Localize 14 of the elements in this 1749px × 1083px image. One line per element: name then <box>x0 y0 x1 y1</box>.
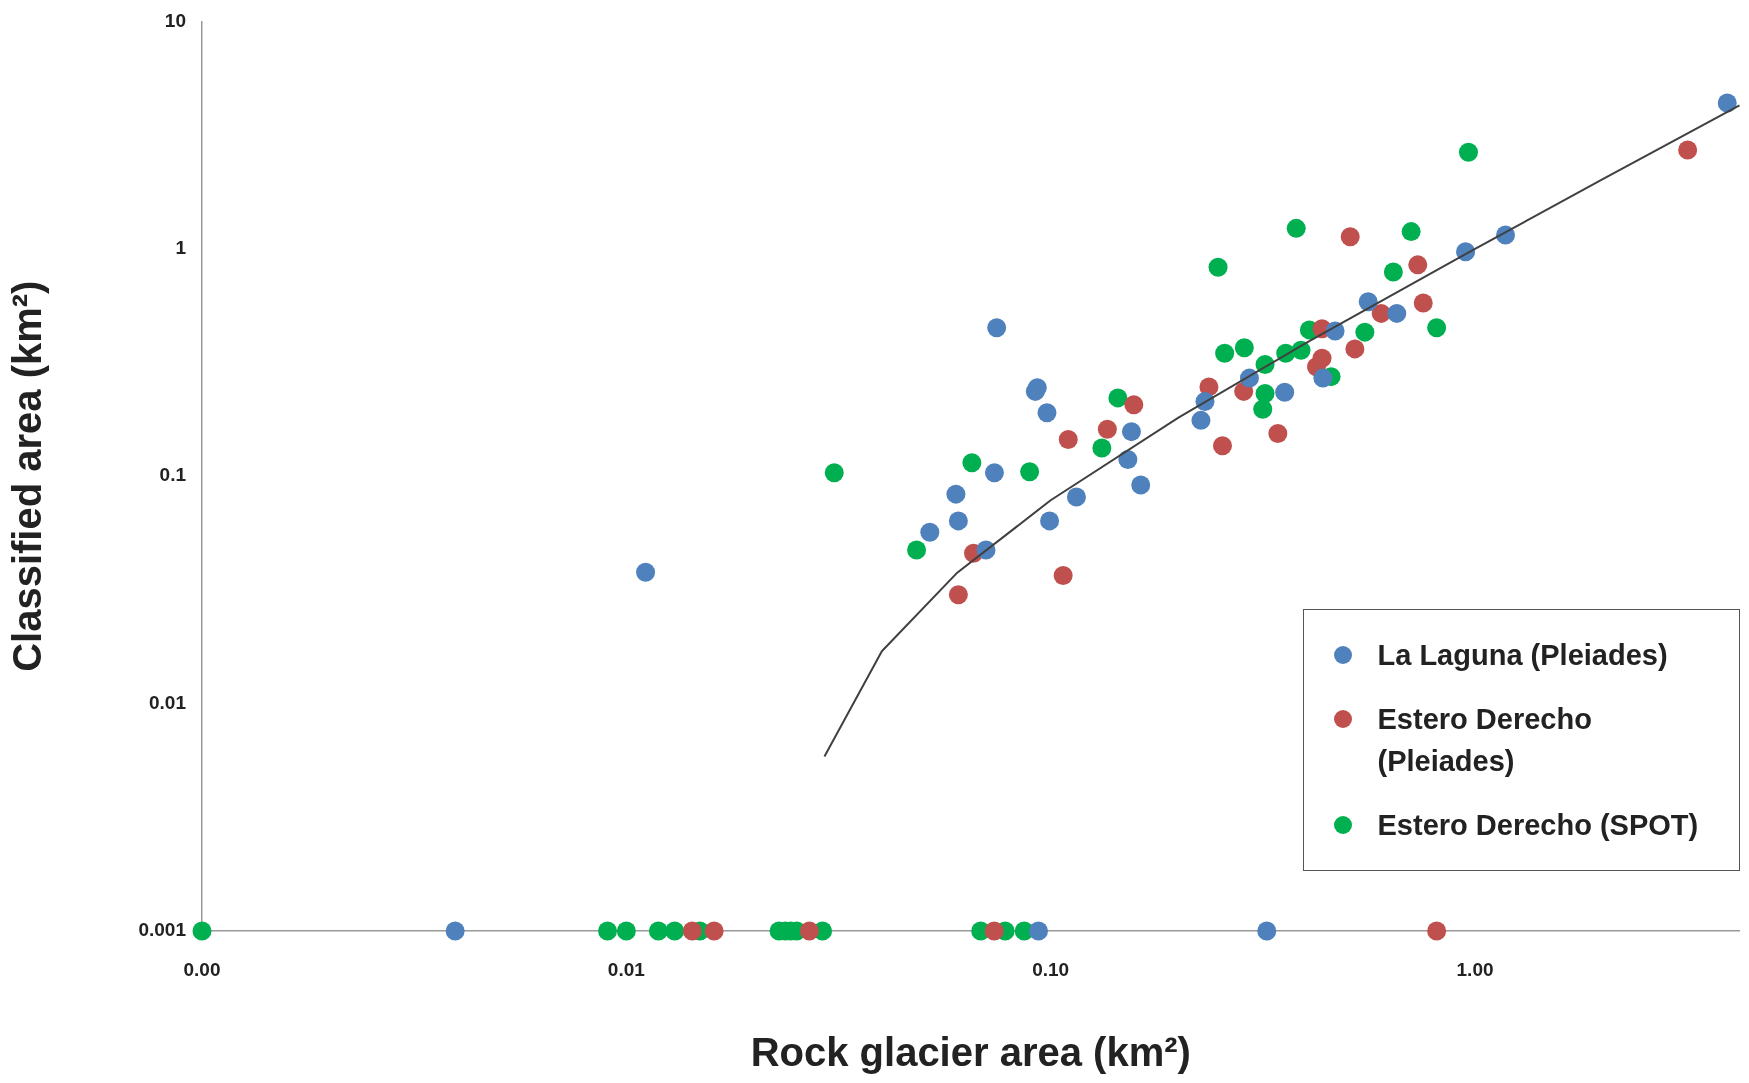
legend-label: Estero Derecho (Pleiades) <box>1377 702 1593 779</box>
y-tick-label: 0.1 <box>159 464 187 486</box>
y-tick-label: 1 <box>175 237 187 259</box>
x-tick-label: 1.00 <box>1456 958 1494 980</box>
y-tick-label: 10 <box>164 9 186 31</box>
y-tick-label: 0.001 <box>138 919 187 941</box>
x-tick-label: 0.10 <box>1032 958 1070 980</box>
legend-label: Estero Derecho (SPOT) <box>1377 808 1699 843</box>
x-tick-label: 0.01 <box>607 958 646 980</box>
x-axis-title: Rock glacier area (km²) <box>750 1030 1191 1075</box>
y-tick-label: 0.01 <box>149 691 187 713</box>
y-axis-title: Classified area (km²) <box>5 280 50 672</box>
x-tick-label: 0.00 <box>183 958 221 980</box>
legend-label: La Laguna (Pleiades) <box>1377 638 1668 673</box>
